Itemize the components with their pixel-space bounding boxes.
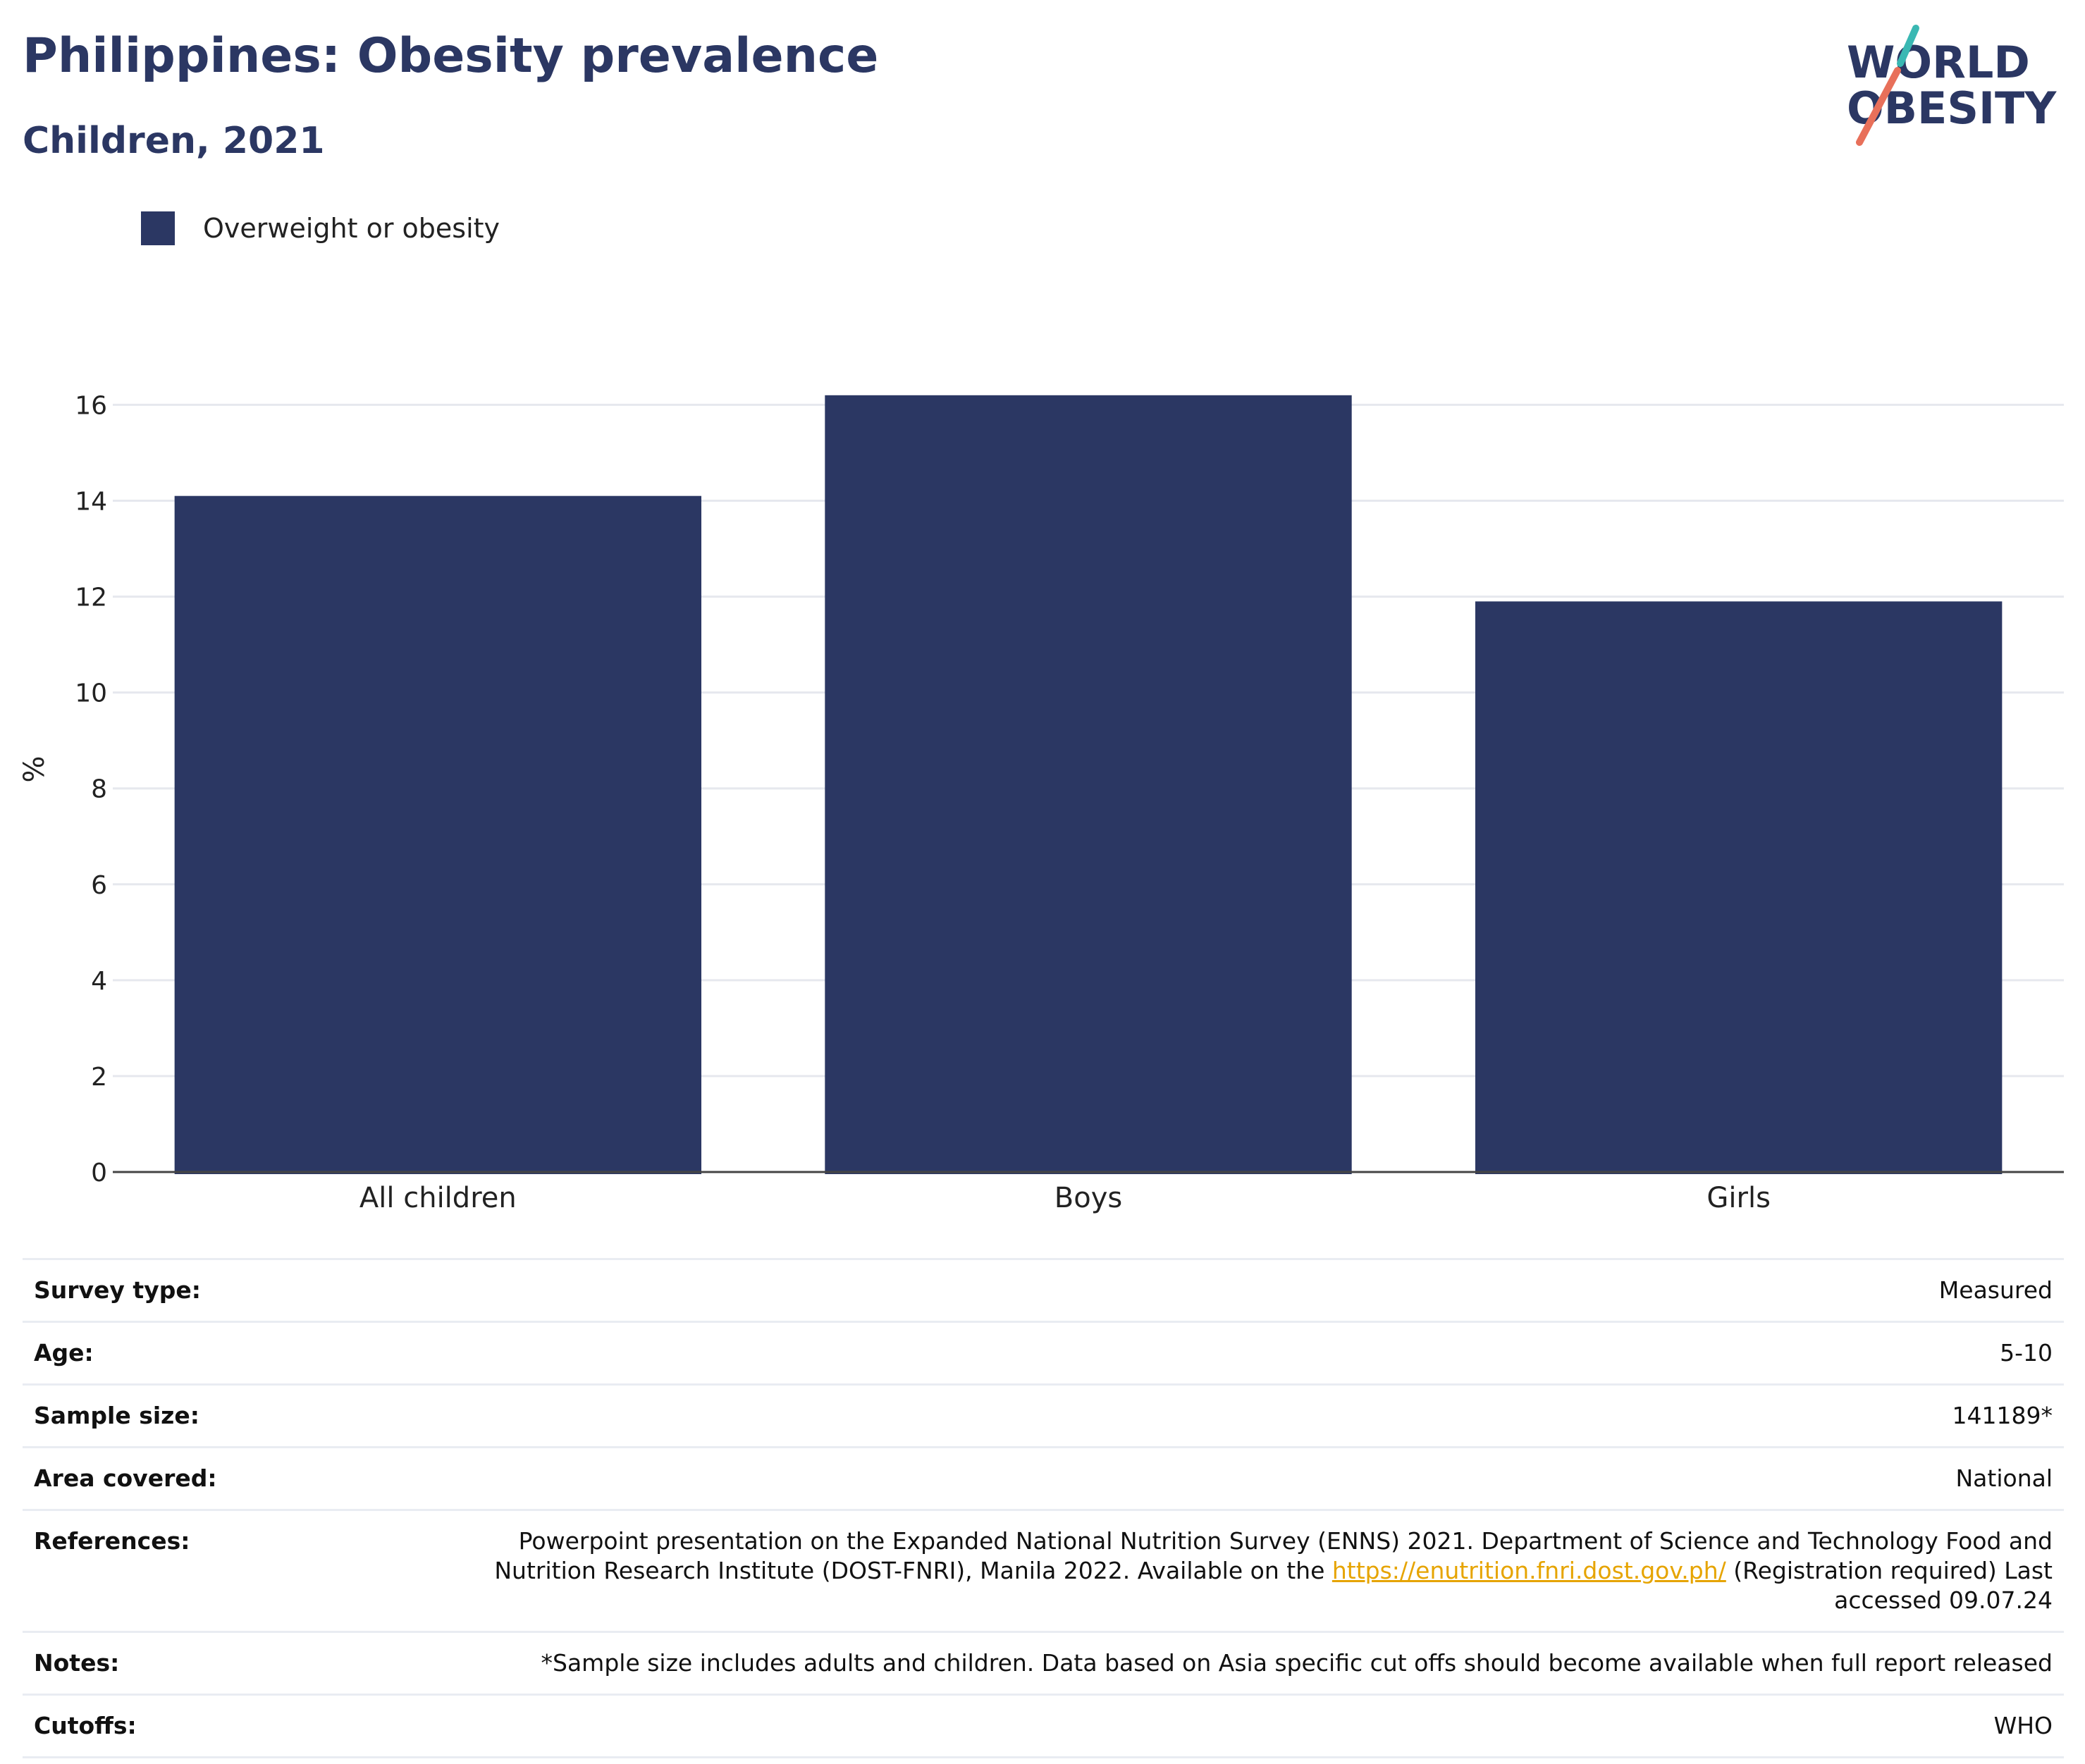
reference-text-before: Powerpoint presentation on the Expanded … [494,1527,2053,1584]
x-tick-label: Boys [1054,1182,1122,1214]
logo-line1: WORLD [1847,37,2030,88]
info-value: Powerpoint presentation on the Expanded … [468,1510,2064,1632]
y-axis-label: % [18,755,51,782]
info-row-notes: Notes: *Sample size includes adults and … [23,1632,2064,1695]
info-key: Sample size: [34,1402,199,1429]
info-value: 141189* [1952,1402,2053,1429]
logo-teal-stroke [1897,25,1919,67]
x-tick-label: Girls [1706,1182,1771,1214]
y-tick-label: 4 [91,967,107,996]
info-key: References: [34,1527,190,1555]
y-tick-label: 2 [91,1063,107,1092]
x-tick-label: All children [359,1182,517,1214]
y-tick-label: 6 [91,871,107,900]
bar [174,495,702,1174]
bar-chart: 0 2 4 6 8 10 12 14 16 All children Boys Girls% [18,391,2064,1214]
y-tick-label: 16 [75,391,107,420]
chart-subtitle: Children, 2021 [23,120,325,162]
y-tick-label: 10 [75,679,107,708]
legend-swatch [141,211,175,245]
info-row-area-covered: Area covered: National [23,1447,2064,1510]
info-row-sample-size: Sample size: 141189* [23,1384,2064,1448]
info-value: *Sample size includes adults and childre… [541,1649,2053,1677]
info-key: Cutoffs: [34,1712,137,1739]
info-row-age: Age: 5-10 [23,1321,2064,1385]
bar [1475,601,2003,1174]
info-key: Area covered: [34,1464,217,1492]
legend-label: Overweight or obesity [203,213,500,244]
info-key: Age: [34,1339,94,1367]
y-tick-label: 0 [91,1159,107,1188]
info-value: Measured [1938,1276,2053,1304]
survey-info-table: Survey type: Measured Age: 5-10 Sample s… [23,1258,2064,1758]
info-key: Notes: [34,1649,120,1677]
legend: Overweight or obesity [141,211,500,245]
y-tick-label: 8 [91,775,107,804]
reference-link[interactable]: https://enutrition.fnri.dost.gov.ph/ [1331,1557,1726,1584]
info-row-references: References: Powerpoint presentation on t… [23,1510,2064,1632]
info-value: WHO [1993,1712,2053,1739]
bar [825,395,1352,1174]
info-row-survey-type: Survey type: Measured [23,1259,2064,1322]
info-value: National [1955,1464,2053,1492]
chart-title: Philippines: Obesity prevalence [23,28,879,84]
info-key: Survey type: [34,1276,201,1304]
info-row-cutoffs: Cutoffs: WHO [23,1694,2064,1758]
world-obesity-logo: WORLD OBESITY [1847,25,2057,146]
logo-line2: OBESITY [1847,82,2057,134]
y-tick-label: 14 [75,488,107,517]
reference-text-after: (Registration required) Last accessed 09… [1726,1557,2053,1614]
info-value: 5-10 [2000,1339,2053,1367]
logo-coral-stroke [1856,67,1901,146]
y-tick-label: 12 [75,584,107,612]
